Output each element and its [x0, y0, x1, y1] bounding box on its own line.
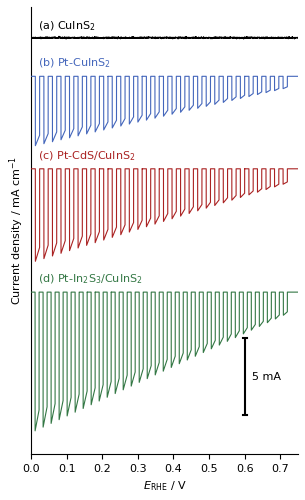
Y-axis label: Current density / mA cm$^{-1}$: Current density / mA cm$^{-1}$ — [7, 156, 26, 305]
Text: (d) Pt-In$_2$S$_3$/CuInS$_2$: (d) Pt-In$_2$S$_3$/CuInS$_2$ — [38, 272, 143, 286]
X-axis label: $E_{\mathrm{RHE}}$ / V: $E_{\mathrm{RHE}}$ / V — [143, 480, 186, 493]
Text: 5 mA: 5 mA — [253, 372, 282, 382]
Text: (c) Pt-CdS/CuInS$_2$: (c) Pt-CdS/CuInS$_2$ — [38, 149, 136, 162]
Text: (a) CuInS$_2$: (a) CuInS$_2$ — [38, 20, 96, 33]
Text: (b) Pt-CuInS$_2$: (b) Pt-CuInS$_2$ — [38, 56, 111, 70]
